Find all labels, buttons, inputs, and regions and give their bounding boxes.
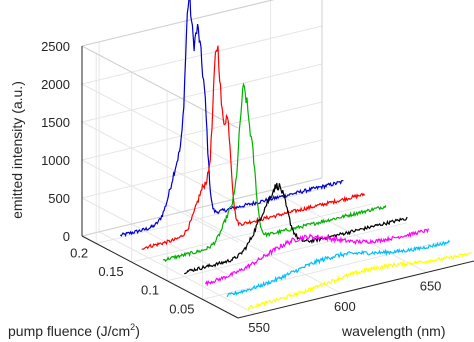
z-tick-label: 500 [48,191,70,206]
spectrum-line [247,251,472,311]
grid-line-y-floor [166,222,408,282]
grid-line-z-back [81,139,323,199]
grid-line-z-back [81,25,323,85]
y-axis-label-suffix: ) [135,323,140,339]
grid-line-y-floor [96,184,337,244]
y-tick-label: 0.2 [70,245,88,260]
z-tick-label: 0 [63,229,70,244]
z-tick-label: 2500 [41,39,70,54]
y-tick-label: 0.1 [141,283,159,298]
x-tick-label: 600 [334,299,356,314]
z-axis-label: emitted intensity (a.u.) [9,81,25,219]
axis-line [237,260,474,319]
grid-line-z-side [81,159,239,243]
grid-line-z-back [81,101,323,161]
grid-line-y-floor [202,240,443,300]
grid-lines [81,0,443,319]
y-tick-label: 0.15 [98,264,123,279]
spectrum-line [141,45,366,250]
frame-edge [81,177,323,237]
y-axis-label-text: pump fluence (J/cm [8,323,130,339]
z-tick-label: 1000 [41,153,70,168]
spectrum-line [119,0,344,237]
grid-line-z-side [81,83,239,167]
frame-edge [81,0,275,47]
x-axis-label: wavelength (nm) [341,323,446,339]
grid-line-y-floor [131,203,372,263]
y-tick-label: 0.05 [169,301,194,316]
grid-line-x-floor [98,231,256,315]
tick-labels: 550 600 650 0.05 0.1 0.15 0.20 500 1000 1500 2000 2… [41,39,441,335]
y-axis-label: pump fluence (J/cm2) [8,322,140,339]
z-tick-label: 1500 [41,115,70,130]
spectrum-line [226,239,451,297]
spectrum-line [162,82,387,263]
y-axis-label-sup: 2 [130,322,135,332]
grid-line-z-back [81,63,323,123]
grid-line-x-floor [184,210,342,294]
z-tick-label: 2000 [41,77,70,92]
grid-line-z-side [81,121,239,205]
series-group [119,0,472,311]
x-tick-label: 550 [248,320,270,335]
spectrum-line [184,182,408,275]
axes [81,0,474,319]
grid-line-z-back [81,0,275,47]
x-tick-label: 650 [420,278,442,293]
axis-line [81,235,239,319]
spectrum-line [204,228,429,287]
